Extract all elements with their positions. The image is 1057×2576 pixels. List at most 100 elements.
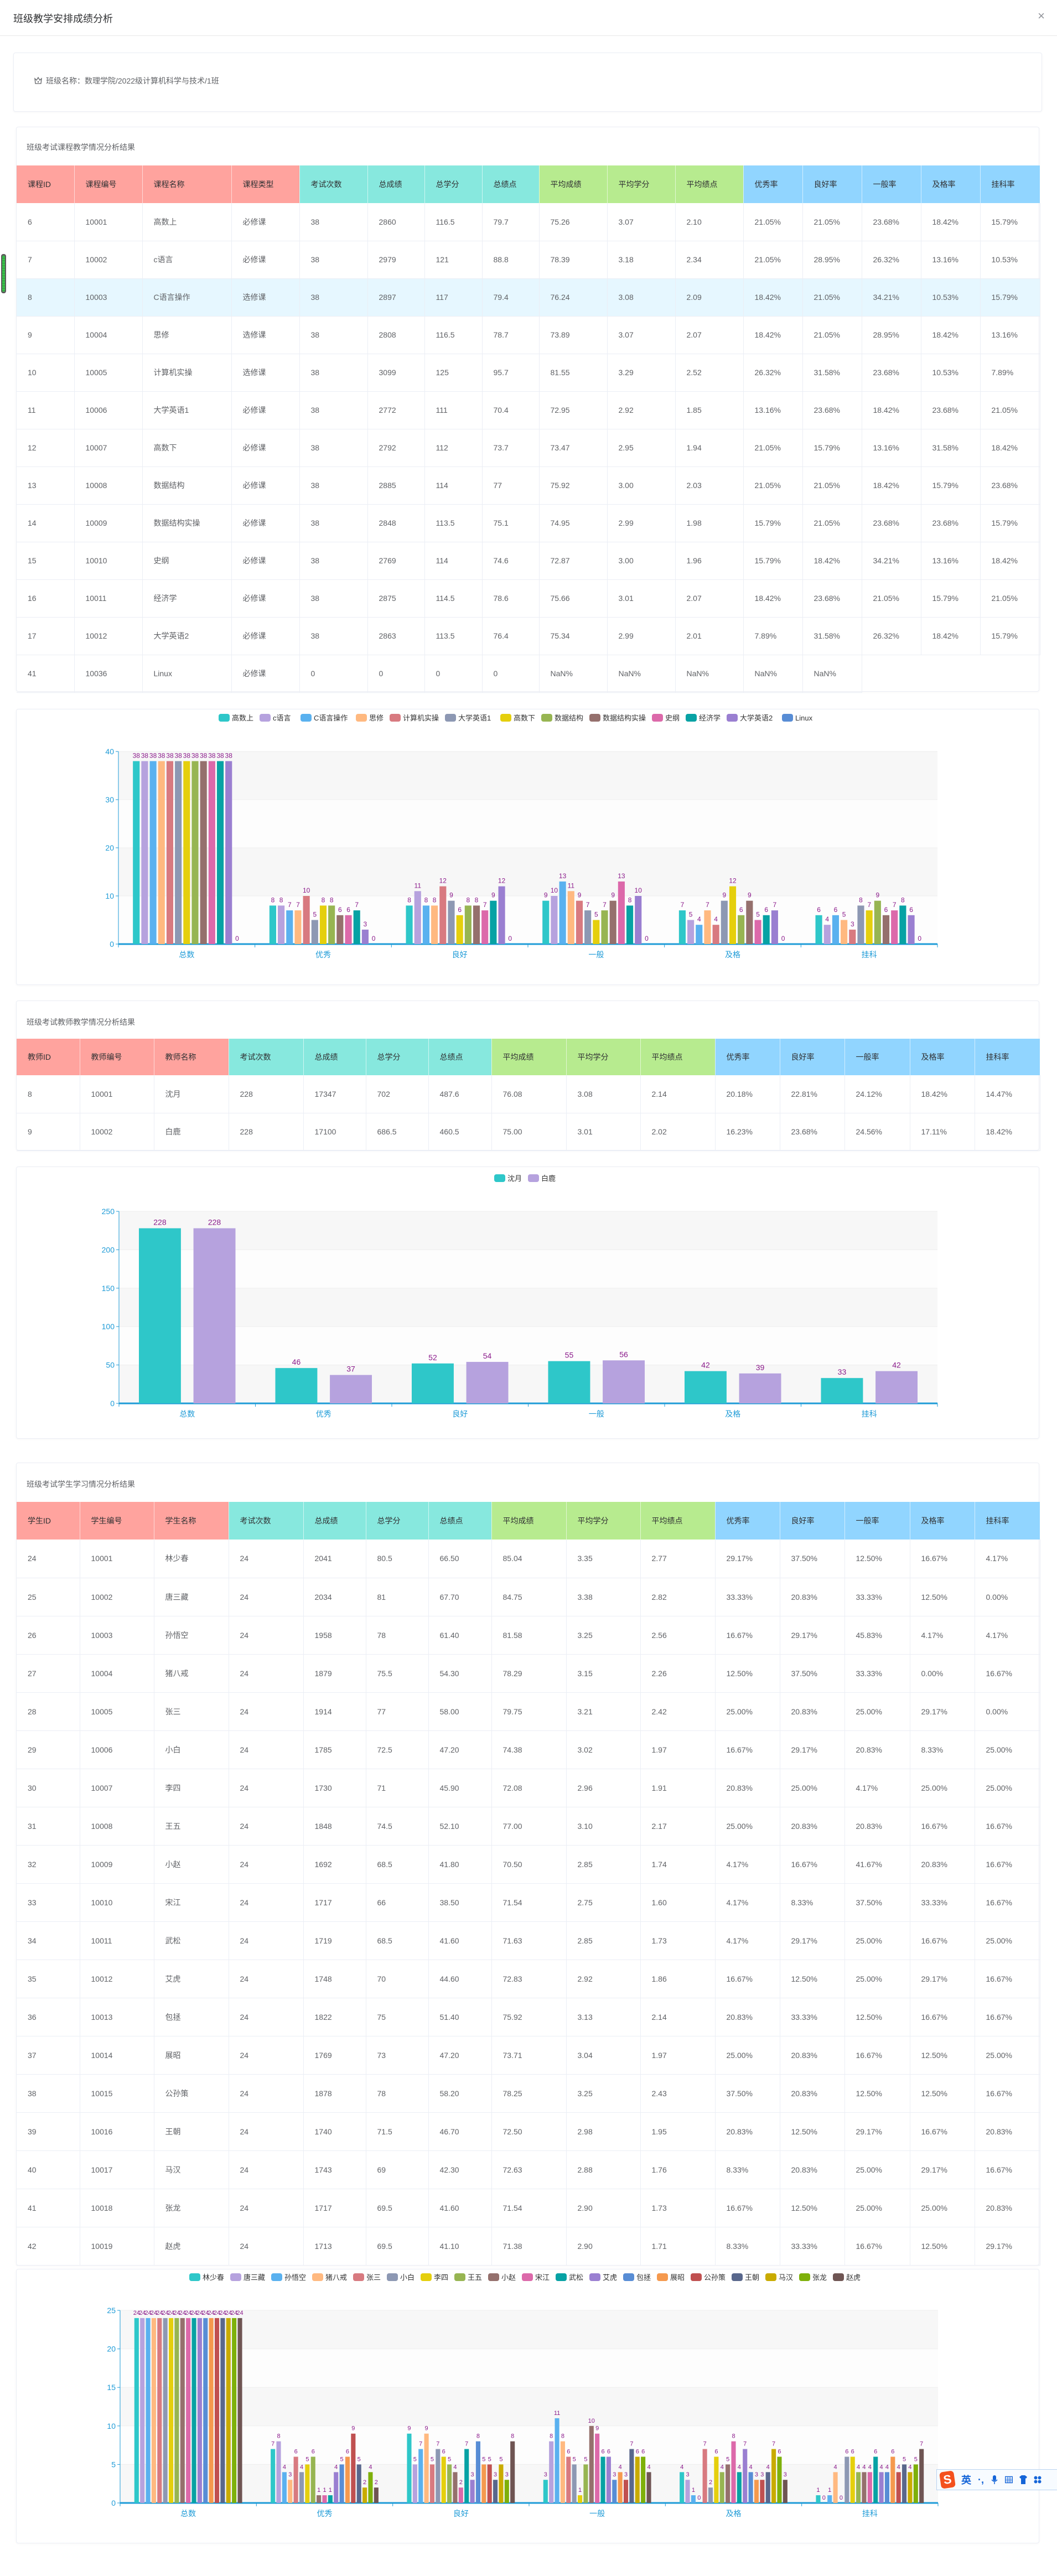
legend-item[interactable]: 思修 [369, 714, 384, 722]
bar[interactable] [458, 2487, 463, 2503]
table-row[interactable]: 8 10003 C语言操作 选修课 38 2897 117 79.4 76.24 3.08 2.09… [17, 278, 1040, 317]
bar[interactable] [714, 2456, 719, 2503]
bar[interactable] [882, 915, 890, 944]
column-header[interactable]: 总学分 [366, 1039, 429, 1075]
bar[interactable] [294, 910, 302, 944]
column-header[interactable]: 课程ID [17, 165, 75, 203]
legend-item[interactable]: 小白 [400, 2273, 414, 2282]
ime-language-toggle[interactable]: 英 [961, 2475, 971, 2486]
legend-swatch[interactable] [727, 714, 738, 722]
bar[interactable] [763, 915, 770, 944]
bar[interactable] [412, 2464, 417, 2503]
bar[interactable] [406, 905, 413, 944]
legend-swatch[interactable] [782, 714, 793, 722]
table-row[interactable]: 35 10012 艾虎 24 1748 70 44.60 72.83 2.92 1.86 16.67… [17, 1960, 1040, 1998]
legend-swatch[interactable] [623, 2273, 634, 2281]
bar[interactable] [269, 905, 276, 944]
table-row[interactable]: 9 10002 白鹿 228 17100 686.5 460.5 75.00 3.01 2.02 1… [17, 1113, 1040, 1151]
legend-item[interactable]: 小赵 [501, 2273, 516, 2282]
column-header[interactable]: 良好率 [780, 1039, 845, 1075]
bar[interactable] [721, 900, 728, 944]
column-header[interactable]: 优秀率 [743, 165, 803, 203]
bar[interactable] [875, 1371, 918, 1403]
bar[interactable] [857, 905, 864, 944]
table-row[interactable]: 7 10002 c语言 必修课 38 2979 121 88.8 78.39 3.18 2.34 21… [17, 241, 1040, 279]
bar[interactable] [708, 2487, 713, 2503]
toolbox-grid-icon[interactable] [1034, 2475, 1042, 2484]
legend-item[interactable]: 数据结构 [555, 714, 583, 722]
bar[interactable] [141, 761, 148, 944]
bar[interactable] [629, 2449, 634, 2503]
bar[interactable] [464, 2449, 469, 2503]
bar[interactable] [879, 2472, 884, 2503]
bar[interactable] [322, 2495, 327, 2503]
bar[interactable] [754, 2480, 759, 2503]
bar[interactable] [856, 2472, 861, 2503]
column-header[interactable]: 教师ID [17, 1039, 80, 1075]
microphone-icon[interactable] [991, 2475, 998, 2484]
bar[interactable] [584, 910, 592, 944]
bar[interactable] [275, 1368, 318, 1403]
bar[interactable] [356, 2464, 361, 2503]
bar[interactable] [684, 1371, 727, 1403]
bar[interactable] [567, 891, 574, 944]
bar[interactable] [286, 910, 293, 944]
bar[interactable] [606, 2456, 611, 2503]
legend-item[interactable]: 李四 [434, 2273, 448, 2282]
column-header[interactable]: 教师名称 [154, 1039, 229, 1075]
bar[interactable] [208, 761, 215, 944]
table-row[interactable]: 25 10002 唐三藏 24 2034 81 67.70 84.75 3.38 2.82 33.3… [17, 1578, 1040, 1616]
column-header[interactable]: 总绩点 [428, 1502, 492, 1540]
table-row[interactable]: 28 10005 张三 24 1914 77 58.00 79.75 3.21 2.42 25.00… [17, 1692, 1040, 1731]
bar[interactable] [232, 2318, 237, 2503]
legend-item[interactable]: 武松 [569, 2273, 583, 2282]
column-header[interactable]: 总成绩 [303, 1502, 366, 1540]
column-header[interactable]: 考试次数 [229, 1039, 304, 1075]
bar[interactable] [626, 905, 634, 944]
legend-swatch[interactable] [230, 2273, 241, 2281]
column-header[interactable]: 平均成绩 [491, 1039, 567, 1075]
bar[interactable] [353, 910, 360, 944]
bar[interactable] [601, 910, 608, 944]
bar[interactable] [737, 2472, 742, 2503]
bar[interactable] [680, 2472, 685, 2503]
bar[interactable] [646, 2472, 651, 2503]
bar[interactable] [216, 761, 224, 944]
table-row[interactable]: 24 10001 林少春 24 2041 80.5 66.50 85.04 3.35 2.77 29… [17, 1540, 1040, 1578]
table-row[interactable]: 36 10013 包拯 24 1822 75 51.40 75.92 3.13 2.14 20.83… [17, 1998, 1040, 2036]
skin-shirt-icon[interactable] [1019, 2475, 1027, 2484]
bar[interactable] [334, 2472, 339, 2503]
bar[interactable] [771, 910, 778, 944]
bar[interactable] [578, 2495, 583, 2503]
column-header[interactable]: 学生名称 [154, 1502, 229, 1540]
bar[interactable] [600, 2456, 605, 2503]
bar[interactable] [214, 2318, 220, 2503]
legend-item[interactable]: 公孙策 [704, 2273, 726, 2282]
legend-swatch[interactable] [271, 2273, 282, 2281]
bar[interactable] [641, 2456, 646, 2503]
bar[interactable] [282, 2472, 287, 2503]
column-header[interactable]: 平均绩点 [640, 1039, 716, 1075]
bar[interactable] [609, 900, 616, 944]
legend-item[interactable]: 大学英语2 [740, 714, 773, 722]
bar[interactable] [345, 915, 352, 944]
bar[interactable] [436, 2449, 441, 2503]
legend-swatch[interactable] [657, 2273, 668, 2281]
bar[interactable] [174, 2318, 179, 2503]
table-row[interactable]: 27 10004 猪八戒 24 1879 75.5 54.30 78.29 3.15 2.26 12… [17, 1654, 1040, 1693]
column-header[interactable]: 良好率 [780, 1502, 845, 1540]
bar[interactable] [595, 2433, 600, 2503]
bar[interactable] [169, 2318, 174, 2503]
legend-item[interactable]: 马汉 [779, 2273, 793, 2282]
column-header[interactable]: 及格率 [910, 1039, 975, 1075]
close-icon[interactable]: × [1038, 9, 1045, 23]
bar[interactable] [447, 2464, 452, 2503]
column-header[interactable]: 挂科率 [980, 165, 1040, 203]
legend-swatch[interactable] [454, 2273, 465, 2281]
column-header[interactable]: 优秀率 [715, 1502, 780, 1540]
bar[interactable] [133, 761, 140, 944]
bar[interactable] [572, 2464, 577, 2503]
column-header[interactable]: 良好率 [802, 165, 862, 203]
column-header[interactable]: 平均绩点 [640, 1502, 716, 1540]
legend-item[interactable]: 张三 [366, 2273, 381, 2282]
